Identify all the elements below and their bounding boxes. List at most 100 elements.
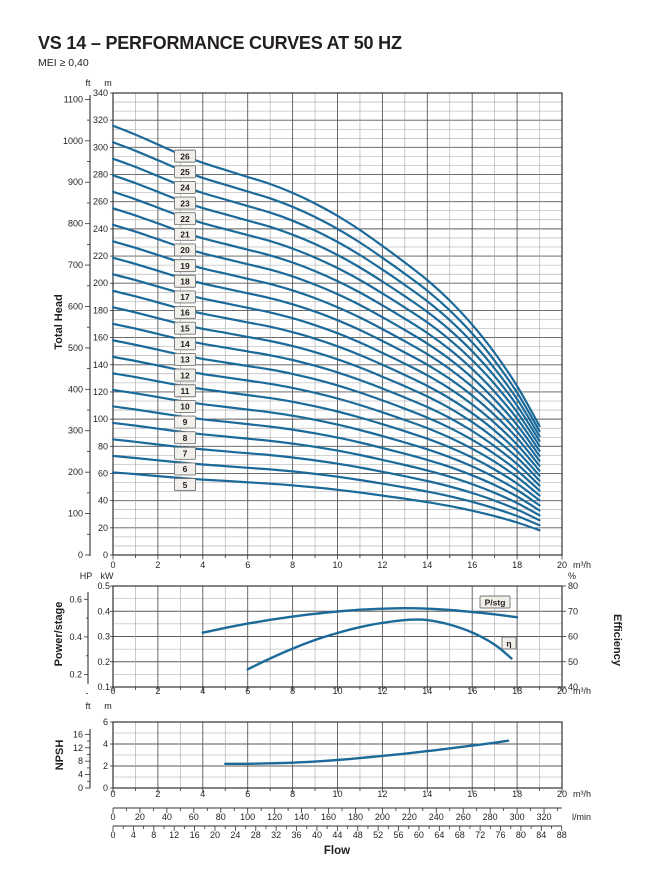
svg-text:320: 320 — [93, 115, 108, 125]
svg-text:80: 80 — [216, 812, 226, 822]
svg-text:0: 0 — [110, 686, 115, 696]
svg-text:6: 6 — [183, 464, 188, 474]
svg-text:20: 20 — [180, 245, 190, 255]
svg-text:4: 4 — [103, 739, 108, 749]
svg-text:900: 900 — [68, 177, 83, 187]
stage-curve-5 — [111, 471, 541, 532]
svg-text:2: 2 — [155, 560, 160, 570]
power-per-stage-curve — [201, 607, 519, 634]
efficiency-curve — [246, 618, 513, 671]
svg-text:60: 60 — [414, 830, 424, 840]
svg-text:44: 44 — [332, 830, 342, 840]
svg-text:320: 320 — [537, 812, 552, 822]
svg-text:100: 100 — [93, 414, 108, 424]
svg-text:16: 16 — [467, 789, 477, 799]
svg-text:7: 7 — [183, 449, 188, 459]
svg-text:180: 180 — [93, 305, 108, 315]
stage-label-box-15 — [174, 321, 196, 335]
stage-label-box-16 — [174, 306, 196, 319]
svg-text:17: 17 — [180, 292, 190, 302]
svg-text:8: 8 — [151, 830, 156, 840]
svg-text:12: 12 — [377, 560, 387, 570]
svg-text:0.3: 0.3 — [97, 632, 110, 642]
svg-text:84: 84 — [536, 830, 546, 840]
svg-text:400: 400 — [68, 384, 83, 394]
svg-text:l/min: l/min — [572, 812, 591, 822]
svg-text:24: 24 — [230, 830, 240, 840]
svg-text:2: 2 — [103, 761, 108, 771]
svg-text:8: 8 — [183, 433, 188, 443]
svg-text:10: 10 — [332, 789, 342, 799]
svg-text:ft: ft — [85, 701, 91, 711]
svg-text:22: 22 — [180, 214, 190, 224]
total-head-chart: 0204060801001201401601802002202402602803… — [63, 78, 591, 570]
stage-label-box-24 — [174, 180, 196, 194]
eta-label-box — [501, 636, 517, 650]
svg-text:28: 28 — [251, 830, 261, 840]
svg-text:500: 500 — [68, 343, 83, 353]
svg-text:0.2: 0.2 — [69, 670, 82, 680]
svg-text:16: 16 — [467, 686, 477, 696]
svg-text:300: 300 — [93, 142, 108, 152]
svg-text:2: 2 — [155, 789, 160, 799]
svg-text:0: 0 — [110, 560, 115, 570]
svg-text:23: 23 — [180, 198, 190, 208]
svg-text:1000: 1000 — [63, 136, 83, 146]
svg-text:180: 180 — [348, 812, 363, 822]
svg-text:15: 15 — [180, 323, 190, 333]
svg-text:16: 16 — [467, 560, 477, 570]
stage-label-box-23 — [174, 196, 196, 210]
svg-text:6: 6 — [245, 686, 250, 696]
svg-text:16: 16 — [180, 308, 190, 318]
svg-text:12: 12 — [180, 370, 190, 380]
power-efficiency-chart: 0.1 0.2 0.3 0.4 0.5 0.2 0.4 0.6 HP kW % 40 50 60 70 80 0… — [69, 571, 591, 696]
stage-label-box-9 — [174, 415, 196, 429]
svg-text:0.2: 0.2 — [97, 657, 110, 667]
page-title: VS 14 – PERFORMANCE CURVES AT 50 HZ — [38, 33, 402, 53]
svg-text:8: 8 — [290, 560, 295, 570]
svg-text:20: 20 — [135, 812, 145, 822]
svg-text:8: 8 — [290, 686, 295, 696]
svg-text:240: 240 — [429, 812, 444, 822]
svg-text:0.5: 0.5 — [97, 581, 110, 591]
svg-text:100: 100 — [240, 812, 255, 822]
svg-text:0: 0 — [110, 830, 115, 840]
svg-text:10: 10 — [180, 402, 190, 412]
svg-text:%: % — [568, 571, 576, 581]
svg-text:76: 76 — [496, 830, 506, 840]
svg-text:14: 14 — [422, 686, 432, 696]
svg-text:4: 4 — [131, 830, 136, 840]
stage-label-box-26 — [174, 149, 196, 163]
svg-text:21: 21 — [180, 230, 190, 240]
svg-text:20: 20 — [98, 523, 108, 533]
svg-text:6: 6 — [103, 717, 108, 727]
svg-text:4: 4 — [200, 789, 205, 799]
svg-text:40: 40 — [98, 496, 108, 506]
stage-label-box-10 — [174, 399, 196, 413]
svg-text:6: 6 — [245, 789, 250, 799]
stage-label-box-19 — [174, 259, 196, 273]
svg-text:80: 80 — [568, 581, 578, 591]
svg-text:8: 8 — [78, 756, 83, 766]
flow-rulers: 0 20 40 60 80 100 120 140 160 180 200 220 240 260 280 3… — [110, 807, 591, 840]
svg-text:4: 4 — [200, 686, 205, 696]
svg-text:0: 0 — [103, 550, 108, 560]
svg-text:25: 25 — [180, 167, 190, 177]
svg-text:0: 0 — [110, 789, 115, 799]
svg-text:60: 60 — [568, 632, 578, 642]
svg-text:260: 260 — [93, 197, 108, 207]
stage-label-box-22 — [174, 212, 196, 226]
svg-text:32: 32 — [271, 830, 281, 840]
svg-text:20: 20 — [557, 686, 567, 696]
svg-text:100: 100 — [68, 509, 83, 519]
svg-text:4: 4 — [78, 770, 83, 780]
svg-text:P/stg: P/stg — [485, 597, 506, 607]
svg-text:1100: 1100 — [64, 94, 83, 104]
svg-text:0: 0 — [103, 783, 108, 793]
svg-text:18: 18 — [512, 560, 522, 570]
stage-label-box-6 — [174, 462, 196, 476]
npsh-chart: 0 2 4 6 0 4 8 12 16 ft m 0 2 4 6 8 10 12 14 16 18 20 m³/h — [73, 701, 591, 799]
svg-text:η: η — [506, 638, 511, 648]
